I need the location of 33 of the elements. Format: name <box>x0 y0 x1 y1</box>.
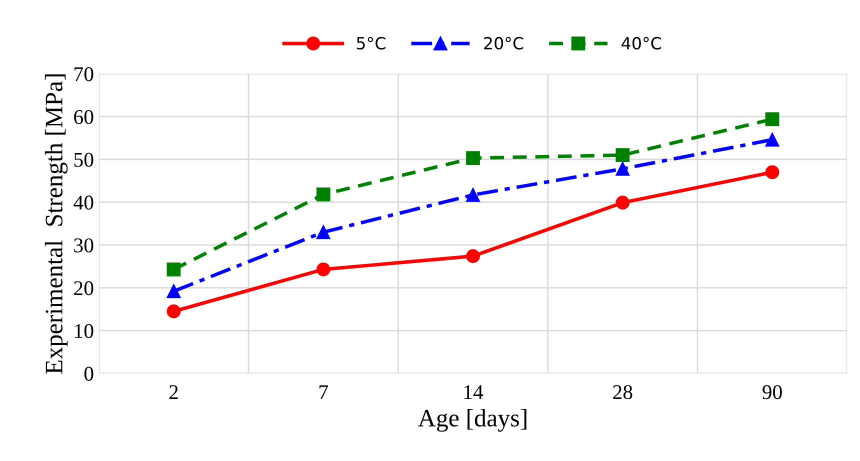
y-tick-label: 60 <box>74 110 94 124</box>
y-axis-title: Experimental Strength [MPa] <box>44 74 68 374</box>
point <box>466 188 480 202</box>
point <box>166 304 181 318</box>
y-tick-label: 50 <box>74 152 94 167</box>
y-tick-label: 40 <box>74 196 94 210</box>
point <box>765 112 780 126</box>
point <box>466 151 480 166</box>
x-tick-label: 28 <box>613 385 632 400</box>
x-tick-label: 14 <box>464 385 484 399</box>
point <box>616 148 630 162</box>
point <box>616 162 630 176</box>
point <box>166 262 181 276</box>
legend-label: 40°C <box>622 36 662 50</box>
y-tick-label: 10 <box>75 324 94 338</box>
x-tick-label: 90 <box>762 385 782 400</box>
point <box>616 196 630 210</box>
legend-label: 20°C <box>484 36 524 50</box>
point <box>316 188 330 202</box>
legend-label: 5°C <box>356 36 386 50</box>
point <box>316 262 330 276</box>
y-tick-label: 30 <box>74 238 94 252</box>
x-tick-label: 2 <box>169 385 178 399</box>
point <box>466 249 480 264</box>
point <box>316 225 330 240</box>
y-tick-label: 0 <box>84 366 94 381</box>
x-tick-label: 7 <box>320 385 328 399</box>
y-tick-label: 20 <box>74 281 94 296</box>
point <box>166 284 181 298</box>
point <box>765 132 780 147</box>
x-axis-title: Age [days] <box>418 408 526 432</box>
y-tick-label: 70 <box>74 67 94 82</box>
point <box>765 165 780 180</box>
